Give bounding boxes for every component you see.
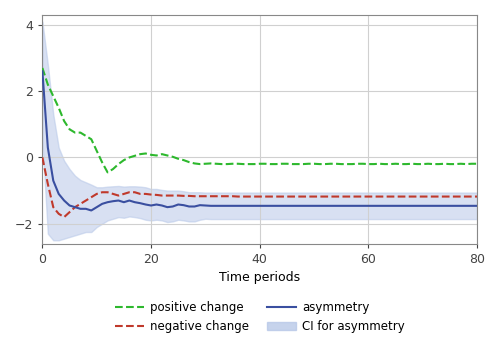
X-axis label: Time periods: Time periods <box>219 271 300 284</box>
Legend: positive change, negative change, asymmetry, CI for asymmetry: positive change, negative change, asymme… <box>108 295 411 339</box>
